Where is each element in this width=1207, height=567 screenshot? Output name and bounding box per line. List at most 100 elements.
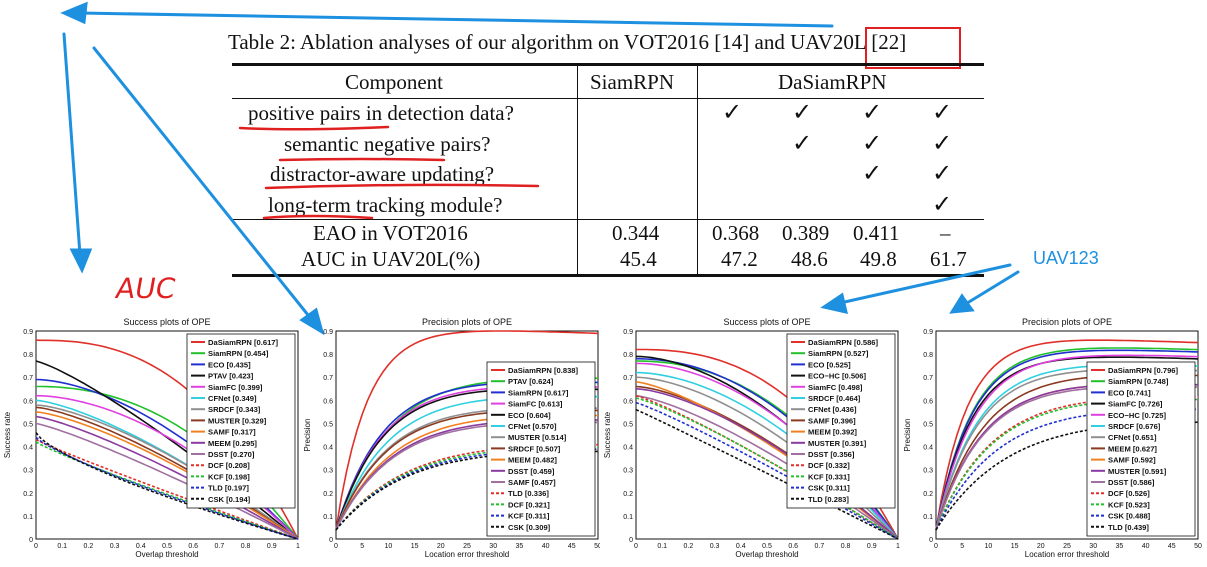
metric-eao-v4: – <box>940 221 951 245</box>
x-tick-label: 20 <box>437 543 445 550</box>
series-line <box>935 354 1199 530</box>
legend-entry: CSK [0.309] <box>508 523 551 532</box>
x-tick-label: 10 <box>985 543 993 550</box>
metric-auc-v4: 61.7 <box>930 247 967 271</box>
table-header-rule <box>232 98 984 99</box>
x-tick-label: 50 <box>1194 543 1202 550</box>
series-line <box>635 408 899 540</box>
check-mark: ✓ <box>932 129 953 157</box>
table-column-divider-1 <box>577 63 578 274</box>
x-tick-label: 0.4 <box>136 543 146 550</box>
check-mark: ✓ <box>792 98 813 126</box>
y-tick-label: 0 <box>329 537 333 544</box>
legend-entry: ECO [0.741] <box>1108 388 1151 397</box>
arrow-to-auc-plot <box>62 32 82 257</box>
metric-label-eao: EAO in VOT2016 <box>313 221 468 245</box>
y-tick-label: 0.5 <box>623 421 633 428</box>
y-axis-label: Precision <box>303 419 312 452</box>
y-tick-label: 0 <box>29 537 33 544</box>
legend-entry: MEEM [0.295] <box>208 439 257 448</box>
series-line <box>35 406 299 540</box>
chart-title: Precision plots of OPE <box>422 317 512 327</box>
legend-entry: CSK [0.311] <box>808 484 850 493</box>
header-dasiamrpn: DaSiamRPN <box>778 70 887 94</box>
legend-entry: CSK [0.194] <box>208 495 251 504</box>
y-tick-label: 0.7 <box>23 375 33 382</box>
row-label-positive-pairs: positive pairs in detection data? <box>248 101 514 125</box>
legend-entry: SiamRPN [0.748] <box>1108 377 1169 386</box>
x-axis-label: Overlap threshold <box>135 550 198 559</box>
y-tick-label: 0.9 <box>323 329 333 336</box>
series-line <box>335 330 599 530</box>
legend-entry: CFNet [0.651] <box>1108 433 1157 442</box>
y-tick-label: 0.1 <box>923 514 933 521</box>
chart-precision-uav20l: Precision plots of OPE 0 0.1 0.2 0.3 0.4 0.5 0.… <box>303 317 600 559</box>
y-tick-label: 0 <box>929 537 933 544</box>
series-line <box>635 401 899 540</box>
x-tick-label: 50 <box>594 543 600 550</box>
check-mark: ✓ <box>862 98 883 126</box>
y-tick-label: 0.2 <box>623 491 633 498</box>
y-tick-label: 0.7 <box>323 375 333 382</box>
legend-entry: SiamFC [0.498] <box>808 383 863 392</box>
y-tick-label: 0.8 <box>923 352 933 359</box>
caption-prefix: Table 2: Ablation analyses of our algori… <box>228 30 791 54</box>
x-tick-label: 5 <box>960 543 964 550</box>
x-tick-label: 0.2 <box>684 543 694 550</box>
series-line <box>35 438 299 540</box>
legend-entry: KCF [0.331] <box>808 472 850 481</box>
y-tick-label: 0.5 <box>23 421 33 428</box>
legend-entry: DaSiamRPN [0.586] <box>808 338 879 347</box>
x-tick-label: 0 <box>34 543 38 550</box>
legend-entry: MUSTER [0.591] <box>1108 467 1167 476</box>
legend-entry: MUSTER [0.329] <box>208 416 267 425</box>
legend-entry: TLD [0.336] <box>508 489 549 498</box>
series-line <box>35 436 299 540</box>
check-mark: ✓ <box>722 98 743 126</box>
x-tick-label: 1 <box>296 543 300 550</box>
x-tick-label: 10 <box>385 543 393 550</box>
metric-eao-v1: 0.368 <box>712 221 760 245</box>
metric-auc-v1: 47.2 <box>721 247 758 271</box>
y-axis-label: Success rate <box>3 411 12 458</box>
legend-entry: PTAV [0.624] <box>508 377 554 386</box>
legend-entry: MUSTER [0.391] <box>808 439 867 448</box>
y-tick-label: 0.8 <box>23 352 33 359</box>
check-mark: ✓ <box>932 159 953 187</box>
y-tick-label: 0.1 <box>623 514 633 521</box>
legend-entry: SRDCF [0.343] <box>208 405 261 414</box>
x-tick-label: 0.7 <box>215 543 225 550</box>
x-tick-label: 30 <box>1089 543 1097 550</box>
x-tick-label: 25 <box>463 543 471 550</box>
legend-entry: SAMF [0.317] <box>208 428 256 437</box>
arrow-caption-to-left <box>78 11 834 28</box>
legend-entry: SAMF [0.396] <box>808 416 856 425</box>
legend-entry: DSST [0.586] <box>1108 478 1155 487</box>
x-tick-label: 0.6 <box>788 543 798 550</box>
legend-entry: DaSiamRPN [0.617] <box>208 338 279 347</box>
y-tick-label: 0 <box>629 537 633 544</box>
y-tick-label: 0.2 <box>23 491 33 498</box>
legend-entry: MUSTER [0.514] <box>508 433 567 442</box>
legend-entry: SRDCF [0.464] <box>808 394 861 403</box>
legend-entry: SAMF [0.592] <box>1108 456 1156 465</box>
y-tick-label: 0.6 <box>923 398 933 405</box>
caption-suffix: [22] <box>865 30 907 54</box>
legend-entry: ECO [0.604] <box>508 411 551 420</box>
table-mid-rule <box>232 219 984 220</box>
chart-success-uav123: Success plots of OPE 0 0.1 0.2 0.3 0.4 0.5 0.6 0… <box>603 317 900 559</box>
x-tick-label: 0.8 <box>841 543 851 550</box>
y-tick-label: 0.1 <box>323 514 333 521</box>
table-top-rule <box>232 63 984 66</box>
legend-entry: SAMF [0.457] <box>508 478 556 487</box>
chart-title: Success plots of OPE <box>723 317 810 327</box>
series-line <box>935 349 1199 530</box>
chart-precision-uav123: Precision plots of OPE 0 0.1 0.2 0.3 0.4 0.5 0.… <box>903 317 1202 559</box>
x-tick-label: 0.3 <box>110 543 120 550</box>
legend-entry: SiamRPN [0.454] <box>208 349 269 358</box>
y-tick-label: 0.6 <box>323 398 333 405</box>
caption-highlight: UAV20L <box>790 30 866 54</box>
legend-entry: SRDCF [0.676] <box>1108 422 1161 431</box>
x-tick-label: 30 <box>489 543 497 550</box>
legend-entry: CFNet [0.570] <box>508 422 557 431</box>
